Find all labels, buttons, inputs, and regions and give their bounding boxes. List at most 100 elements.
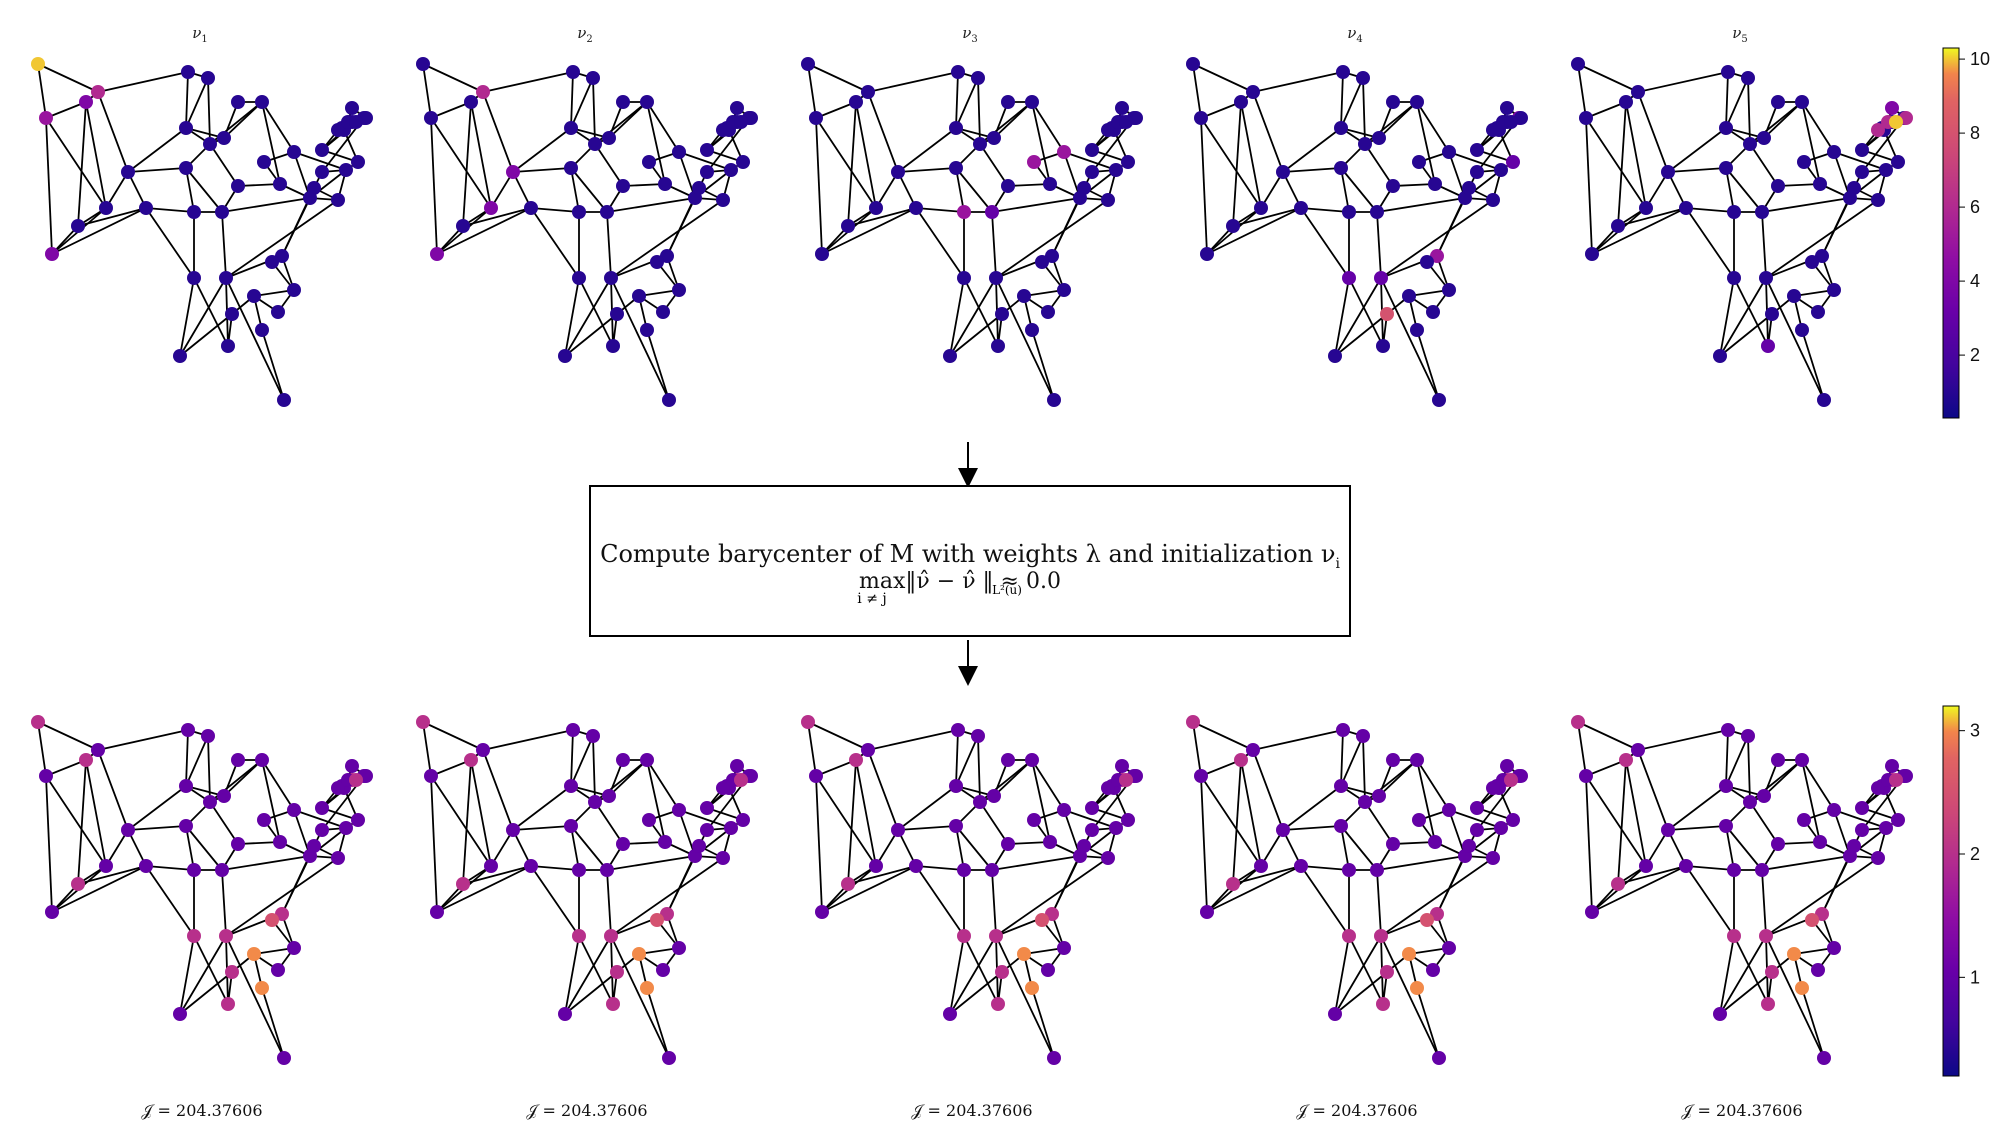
graph-node [1121,155,1135,169]
graph-edge [1340,167,1378,213]
graph-edge [1380,857,1494,937]
graph-node [1855,823,1869,837]
graph-node [179,121,193,135]
graph-node [1101,781,1115,795]
graph-edge [1765,277,1825,401]
graph-edge [207,77,211,145]
graph-node [476,743,490,757]
graph-node [1727,205,1741,219]
graph-node [724,821,738,835]
graph-edge [179,971,233,1015]
graph-edge [462,759,472,885]
graph-node [1885,759,1899,773]
graph-edge [1340,167,1350,213]
graph-node [1057,145,1071,159]
graph-edge [1334,971,1388,1015]
graph-node [1410,95,1424,109]
graph-node [566,723,580,737]
graph-node [1234,95,1248,109]
graph-edge [1364,801,1394,845]
graph-edge [1765,199,1879,279]
graph-node [430,247,444,261]
graph-edge [570,735,594,787]
graph-edge [1591,865,1687,913]
graph-node [604,929,618,943]
graph-edge [979,143,1009,187]
graph-node [1119,773,1133,787]
graph-edge [875,829,899,867]
graph-edge [1416,759,1450,811]
graph-node [995,965,1009,979]
graph-node [987,789,1001,803]
graph-node [957,205,971,219]
graph-node [1328,349,1342,363]
graph-node [650,255,664,269]
graph-node [271,963,285,977]
graph-edge [422,63,484,93]
graph-node [1611,877,1625,891]
graph-edge [815,101,857,119]
graph-node [1755,205,1769,219]
graph-edge [678,809,696,857]
graph-node [662,1051,676,1065]
graph-node [700,143,714,157]
graph-edge [646,759,666,843]
graph-node [1386,753,1400,767]
graph-edge [512,825,572,831]
graph-edge [1192,63,1254,93]
objective-label-2: 𝒥 = 204.37606 [526,1101,647,1120]
graph-node [1506,813,1520,827]
graph-node [1661,823,1675,837]
graph-edge [1577,721,1587,777]
graph-edge [1206,865,1302,913]
graph-node [1713,1007,1727,1021]
graph-node [181,65,195,79]
graph-edge [105,171,129,209]
graph-edge [1192,721,1254,751]
graph-node [586,729,600,743]
graph-edge [37,63,47,119]
bottom-graph-5 [1571,715,1913,1065]
graph-node [1827,283,1841,297]
objective-label-4: 𝒥 = 204.37606 [1296,1101,1417,1120]
graph-node [187,271,201,285]
graph-node [430,905,444,919]
graph-node [1470,823,1484,837]
graph-node [181,723,195,737]
graph-edge [185,71,189,129]
graph-node [564,121,578,135]
graph-node [971,729,985,743]
graph-node [99,859,113,873]
graph-node [1787,289,1801,303]
panel-title-1: ν1 [192,24,208,45]
graph-edge [1334,277,1350,357]
graph-edge [430,775,438,913]
graph-node [464,95,478,109]
graph-edge [1637,91,1669,173]
graph-node [602,131,616,145]
graph-node [1679,201,1693,215]
top-colorbar: 2 4 6 8 10 [1942,47,1990,419]
graph-edge [221,855,311,871]
graph-edge [436,207,532,255]
graph-edge [490,829,514,867]
graph-node [1426,963,1440,977]
graph-node [1847,839,1861,853]
graph-node [31,715,45,729]
graph-node [1342,929,1356,943]
graph-node [672,283,686,297]
graph-edge [915,207,965,279]
graph-edge [1761,211,1767,279]
graph-edge [430,775,492,867]
graph-edge [1200,117,1208,255]
graph-edge [37,721,99,751]
graph-edge [995,277,1055,401]
graph-node [1727,863,1741,877]
graph-node [1719,819,1733,833]
graph-edge [530,207,580,213]
graph-edge [955,77,979,129]
graph-edge [949,935,965,1015]
bottom-colorbar: 1 2 3 [1942,705,1980,1077]
graph-node [187,205,201,219]
bottom-graph-3 [801,715,1143,1065]
